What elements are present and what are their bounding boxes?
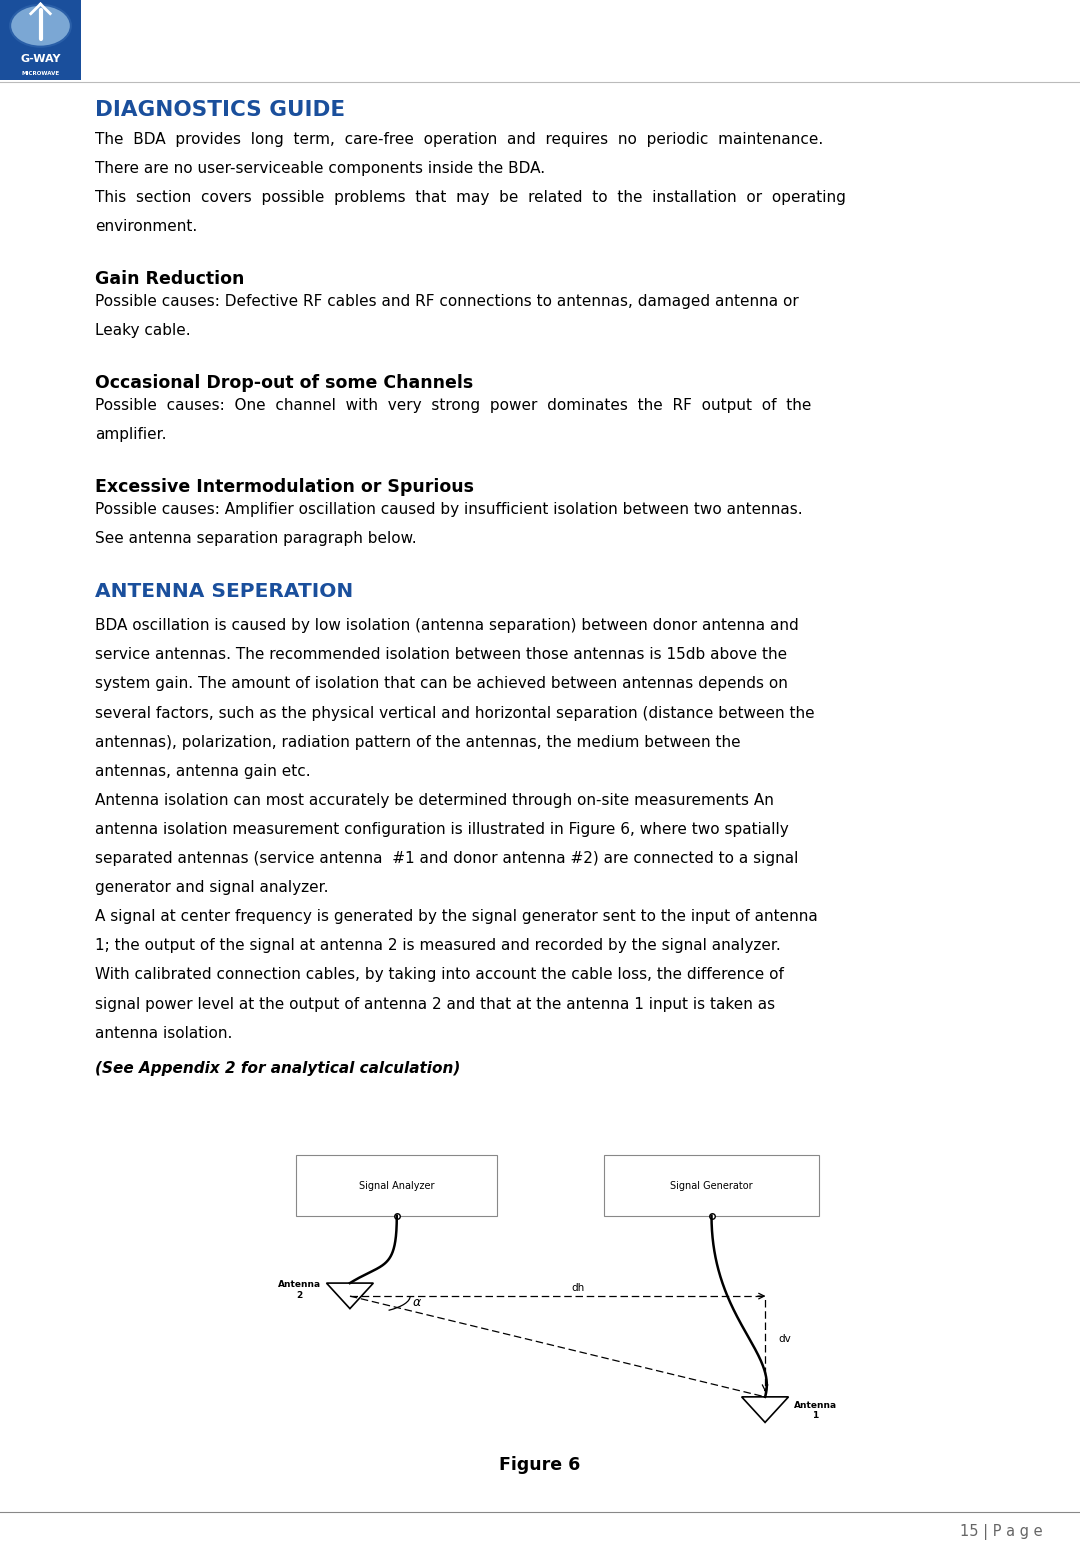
Polygon shape [742, 1396, 788, 1423]
Text: Occasional Drop-out of some Channels: Occasional Drop-out of some Channels [95, 375, 473, 392]
Text: service antennas. The recommended isolation between those antennas is 15db above: service antennas. The recommended isolat… [95, 647, 787, 663]
Text: Possible causes: Amplifier oscillation caused by insufficient isolation between : Possible causes: Amplifier oscillation c… [95, 502, 802, 517]
Text: G-WAY: G-WAY [21, 54, 60, 63]
Text: (See Appendix 2 for analytical calculation): (See Appendix 2 for analytical calculati… [95, 1062, 460, 1076]
Text: Signal Analyzer: Signal Analyzer [359, 1181, 434, 1190]
Text: signal power level at the output of antenna 2 and that at the antenna 1 input is: signal power level at the output of ante… [95, 997, 775, 1011]
Text: 1; the output of the signal at antenna 2 is measured and recorded by the signal : 1; the output of the signal at antenna 2… [95, 938, 781, 954]
FancyBboxPatch shape [0, 53, 81, 80]
Text: Excessive Intermodulation or Spurious: Excessive Intermodulation or Spurious [95, 478, 474, 495]
Text: dh: dh [571, 1282, 584, 1293]
Text: ANTENNA SEPERATION: ANTENNA SEPERATION [95, 582, 353, 601]
Bar [296, 1155, 497, 1215]
Text: dv: dv [779, 1334, 792, 1344]
Text: The  BDA  provides  long  term,  care-free  operation  and  requires  no  period: The BDA provides long term, care-free op… [95, 132, 823, 147]
Text: A signal at center frequency is generated by the signal generator sent to the in: A signal at center frequency is generate… [95, 909, 818, 924]
Bar [605, 1155, 819, 1215]
Text: environment.: environment. [95, 220, 198, 234]
Text: Possible causes: Defective RF cables and RF connections to antennas, damaged ant: Possible causes: Defective RF cables and… [95, 294, 799, 310]
Polygon shape [326, 1283, 374, 1308]
Text: antenna isolation measurement configuration is illustrated in Figure 6, where tw: antenna isolation measurement configurat… [95, 822, 788, 837]
Text: BDA oscillation is caused by low isolation (antenna separation) between donor an: BDA oscillation is caused by low isolati… [95, 618, 799, 633]
Text: antennas, antenna gain etc.: antennas, antenna gain etc. [95, 763, 311, 779]
Text: This  section  covers  possible  problems  that  may  be  related  to  the  inst: This section covers possible problems th… [95, 190, 846, 206]
Text: Signal Generator: Signal Generator [671, 1181, 753, 1190]
Text: There are no user-serviceable components inside the BDA.: There are no user-serviceable components… [95, 161, 545, 176]
Text: See antenna separation paragraph below.: See antenna separation paragraph below. [95, 531, 417, 546]
Text: Antenna
1: Antenna 1 [794, 1401, 837, 1421]
Text: With calibrated connection cables, by taking into account the cable loss, the di: With calibrated connection cables, by ta… [95, 968, 784, 983]
Text: generator and signal analyzer.: generator and signal analyzer. [95, 881, 328, 895]
Text: antennas), polarization, radiation pattern of the antennas, the medium between t: antennas), polarization, radiation patte… [95, 735, 741, 749]
Text: Leaky cable.: Leaky cable. [95, 324, 191, 337]
Text: Antenna
2: Antenna 2 [279, 1280, 321, 1300]
Text: 15 | P a g e: 15 | P a g e [959, 1523, 1042, 1540]
Text: antenna isolation.: antenna isolation. [95, 1026, 232, 1040]
Text: Figure 6: Figure 6 [499, 1457, 581, 1474]
Ellipse shape [10, 5, 71, 46]
Text: DIAGNOSTICS GUIDE: DIAGNOSTICS GUIDE [95, 101, 346, 121]
Text: separated antennas (service antenna  #1 and donor antenna #2) are connected to a: separated antennas (service antenna #1 a… [95, 851, 798, 865]
Text: Gain Reduction: Gain Reduction [95, 269, 244, 288]
FancyBboxPatch shape [0, 0, 81, 80]
Text: MICROWAVE: MICROWAVE [22, 71, 59, 76]
Text: several factors, such as the physical vertical and horizontal separation (distan: several factors, such as the physical ve… [95, 706, 814, 720]
Text: amplifier.: amplifier. [95, 427, 166, 443]
Text: α: α [413, 1296, 421, 1310]
Text: Possible  causes:  One  channel  with  very  strong  power  dominates  the  RF  : Possible causes: One channel with very s… [95, 398, 811, 413]
Text: Antenna isolation can most accurately be determined through on-site measurements: Antenna isolation can most accurately be… [95, 793, 774, 808]
Text: system gain. The amount of isolation that can be achieved between antennas depen: system gain. The amount of isolation tha… [95, 676, 788, 692]
